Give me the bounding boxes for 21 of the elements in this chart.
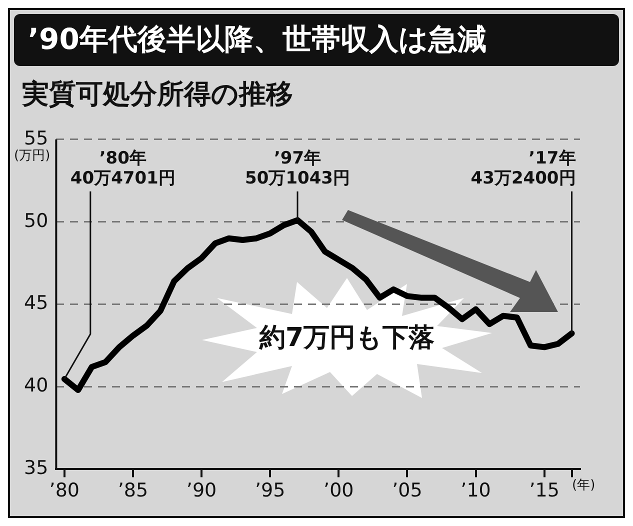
- x-tick-label: ’80: [49, 480, 80, 502]
- x-tick-label: ’85: [118, 480, 148, 502]
- y-tick-label: 35: [24, 457, 48, 480]
- annotation: ’97年 50万1043円: [245, 148, 350, 188]
- y-tick-label: 55: [24, 127, 48, 150]
- chart-title: ’90年代後半以降、世帯収入は急減: [14, 14, 619, 66]
- annotation: ’17年 43万2400円: [470, 148, 576, 188]
- annotation: ’80年 40万4701円: [70, 148, 176, 188]
- x-tick-label: ’15: [529, 480, 560, 502]
- annotation: 約7万円も下落: [258, 322, 436, 355]
- x-tick-label: ’05: [392, 480, 422, 502]
- x-tick-label: ’95: [254, 480, 286, 502]
- chart-subtitle: 実質可処分所得の推移: [21, 78, 294, 112]
- y-tick-label: 50: [24, 210, 48, 232]
- x-tick-label: ’10: [460, 480, 491, 502]
- y-tick-label: 45: [24, 292, 48, 314]
- y-tick-label: 40: [24, 374, 48, 397]
- x-tick-label: ’00: [324, 480, 354, 502]
- y-axis-title: (万円): [14, 148, 50, 164]
- x-axis-title: (年): [572, 478, 596, 494]
- x-tick-label: ’90: [186, 480, 217, 502]
